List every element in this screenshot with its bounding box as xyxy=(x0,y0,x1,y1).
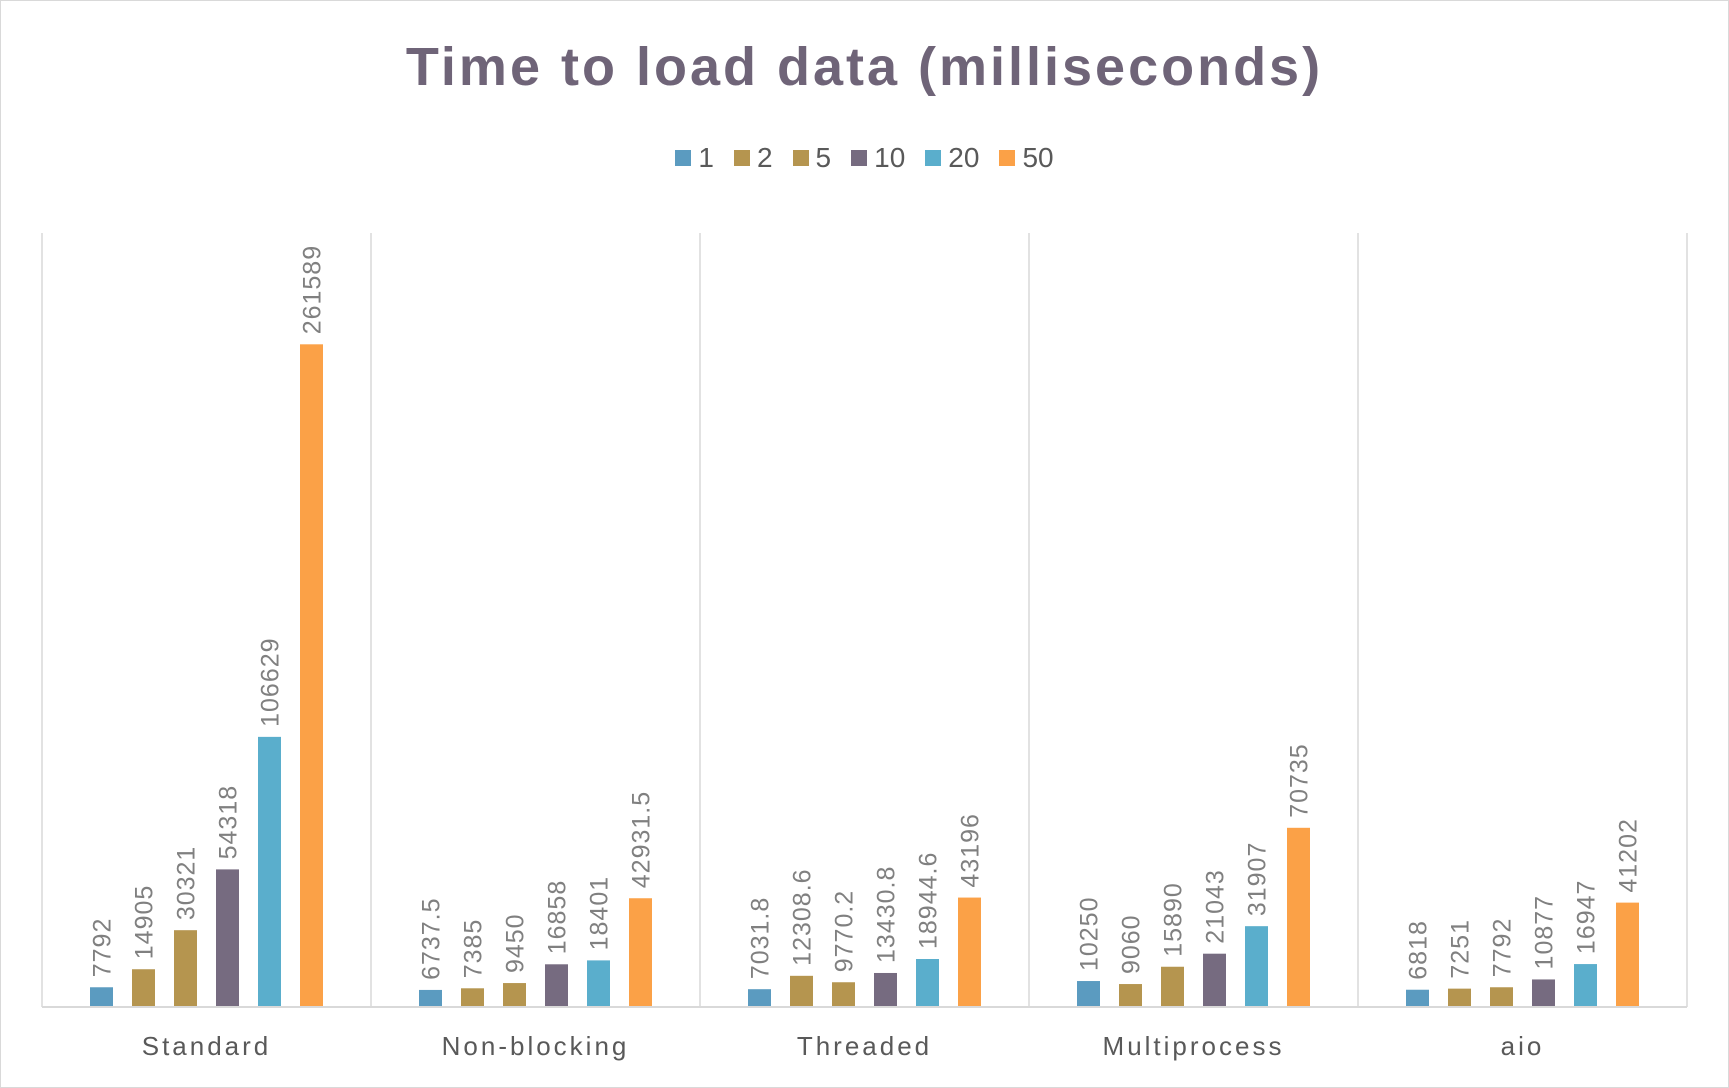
bar-aio-series-5 xyxy=(1490,987,1513,1007)
data-label: 15890 xyxy=(1160,882,1188,957)
chart-legend: 1 2 5 10 20 50 xyxy=(0,142,1729,174)
legend-swatch xyxy=(733,150,750,166)
category-label: Non-blocking xyxy=(442,1031,630,1061)
bar-non-blocking-series-20 xyxy=(587,960,610,1007)
bar-multiprocess-series-20 xyxy=(1245,926,1268,1007)
legend-swatch xyxy=(925,150,942,166)
legend-swatch xyxy=(851,150,868,166)
bar-multiprocess-series-5 xyxy=(1161,966,1184,1007)
legend-label: 2 xyxy=(756,142,773,173)
data-label: 43196 xyxy=(957,813,985,888)
data-label: 31907 xyxy=(1244,842,1272,917)
data-label: 9450 xyxy=(502,913,530,973)
bar-standard-series-50 xyxy=(300,344,323,1007)
legend-label: 20 xyxy=(948,142,980,173)
bar-standard-series-2 xyxy=(132,969,155,1007)
legend-swatch xyxy=(675,150,692,166)
data-label: 10877 xyxy=(1531,895,1559,970)
bar-aio-series-10 xyxy=(1532,979,1555,1007)
data-label: 42931.5 xyxy=(628,791,656,888)
legend-item: 5 xyxy=(792,142,832,174)
bar-standard-series-1 xyxy=(90,987,113,1007)
bar-aio-series-50 xyxy=(1616,902,1639,1007)
bar-non-blocking-series-5 xyxy=(503,983,526,1007)
data-label: 12308.6 xyxy=(789,868,817,965)
data-label: 9770.2 xyxy=(831,890,859,972)
bar-standard-series-5 xyxy=(174,930,197,1007)
bar-aio-series-2 xyxy=(1448,988,1471,1007)
bar-aio-series-20 xyxy=(1574,964,1597,1007)
legend-label: 50 xyxy=(1022,142,1054,173)
bar-threaded-series-20 xyxy=(916,959,939,1007)
data-label: 6818 xyxy=(1405,920,1433,980)
data-label: 7792 xyxy=(1489,918,1517,978)
bar-non-blocking-series-2 xyxy=(461,988,484,1007)
bar-non-blocking-series-50 xyxy=(629,898,652,1007)
data-label: 41202 xyxy=(1615,818,1643,893)
data-label: 106629 xyxy=(257,637,285,726)
bar-standard-series-20 xyxy=(258,736,281,1007)
legend-swatch xyxy=(999,150,1016,166)
bar-non-blocking-series-10 xyxy=(545,964,568,1007)
data-label: 7251 xyxy=(1447,919,1475,979)
data-label: 14905 xyxy=(131,885,159,960)
data-label: 6737.5 xyxy=(418,897,446,979)
legend-item: 2 xyxy=(733,142,773,174)
legend-item: 50 xyxy=(999,142,1054,174)
category-label: Multiprocess xyxy=(1103,1031,1285,1061)
bar-standard-series-10 xyxy=(216,869,239,1007)
data-label: 7385 xyxy=(460,919,488,979)
legend-swatch xyxy=(792,150,809,166)
bar-threaded-series-50 xyxy=(958,897,981,1007)
bar-threaded-series-1 xyxy=(748,989,771,1007)
data-label: 30321 xyxy=(173,846,201,921)
data-label: 18401 xyxy=(586,876,614,951)
bar-threaded-series-10 xyxy=(874,972,897,1007)
bar-multiprocess-series-1 xyxy=(1077,981,1100,1007)
data-label: 18944.6 xyxy=(915,852,943,949)
legend-item: 10 xyxy=(851,142,905,174)
bar-multiprocess-series-2 xyxy=(1119,984,1142,1007)
bar-threaded-series-5 xyxy=(832,982,855,1007)
legend-label: 10 xyxy=(874,142,906,173)
data-label: 261589 xyxy=(299,245,327,334)
data-label: 70735 xyxy=(1286,743,1314,818)
data-label: 16947 xyxy=(1573,880,1601,955)
bar-non-blocking-series-1 xyxy=(419,989,442,1007)
bar-threaded-series-2 xyxy=(790,975,813,1007)
legend-label: 5 xyxy=(815,142,832,173)
data-label: 7792 xyxy=(89,918,117,978)
bar-multiprocess-series-50 xyxy=(1287,827,1310,1007)
data-label: 16858 xyxy=(544,880,572,955)
bar-aio-series-1 xyxy=(1406,989,1429,1007)
chart-title: Time to load data (milliseconds) xyxy=(405,37,1324,97)
legend-item: 20 xyxy=(925,142,979,174)
legend-item: 1 xyxy=(675,142,714,174)
category-label: Standard xyxy=(142,1031,272,1061)
data-label: 7031.8 xyxy=(747,897,775,979)
data-label: 21043 xyxy=(1202,869,1230,944)
bar-multiprocess-series-10 xyxy=(1203,953,1226,1007)
legend-label: 1 xyxy=(698,142,714,173)
category-label: Threaded xyxy=(797,1031,932,1061)
data-label: 9060 xyxy=(1118,914,1146,974)
category-label: aio xyxy=(1501,1031,1545,1061)
data-label: 10250 xyxy=(1076,897,1104,972)
data-label: 13430.8 xyxy=(873,866,901,963)
data-label: 54318 xyxy=(215,785,243,860)
